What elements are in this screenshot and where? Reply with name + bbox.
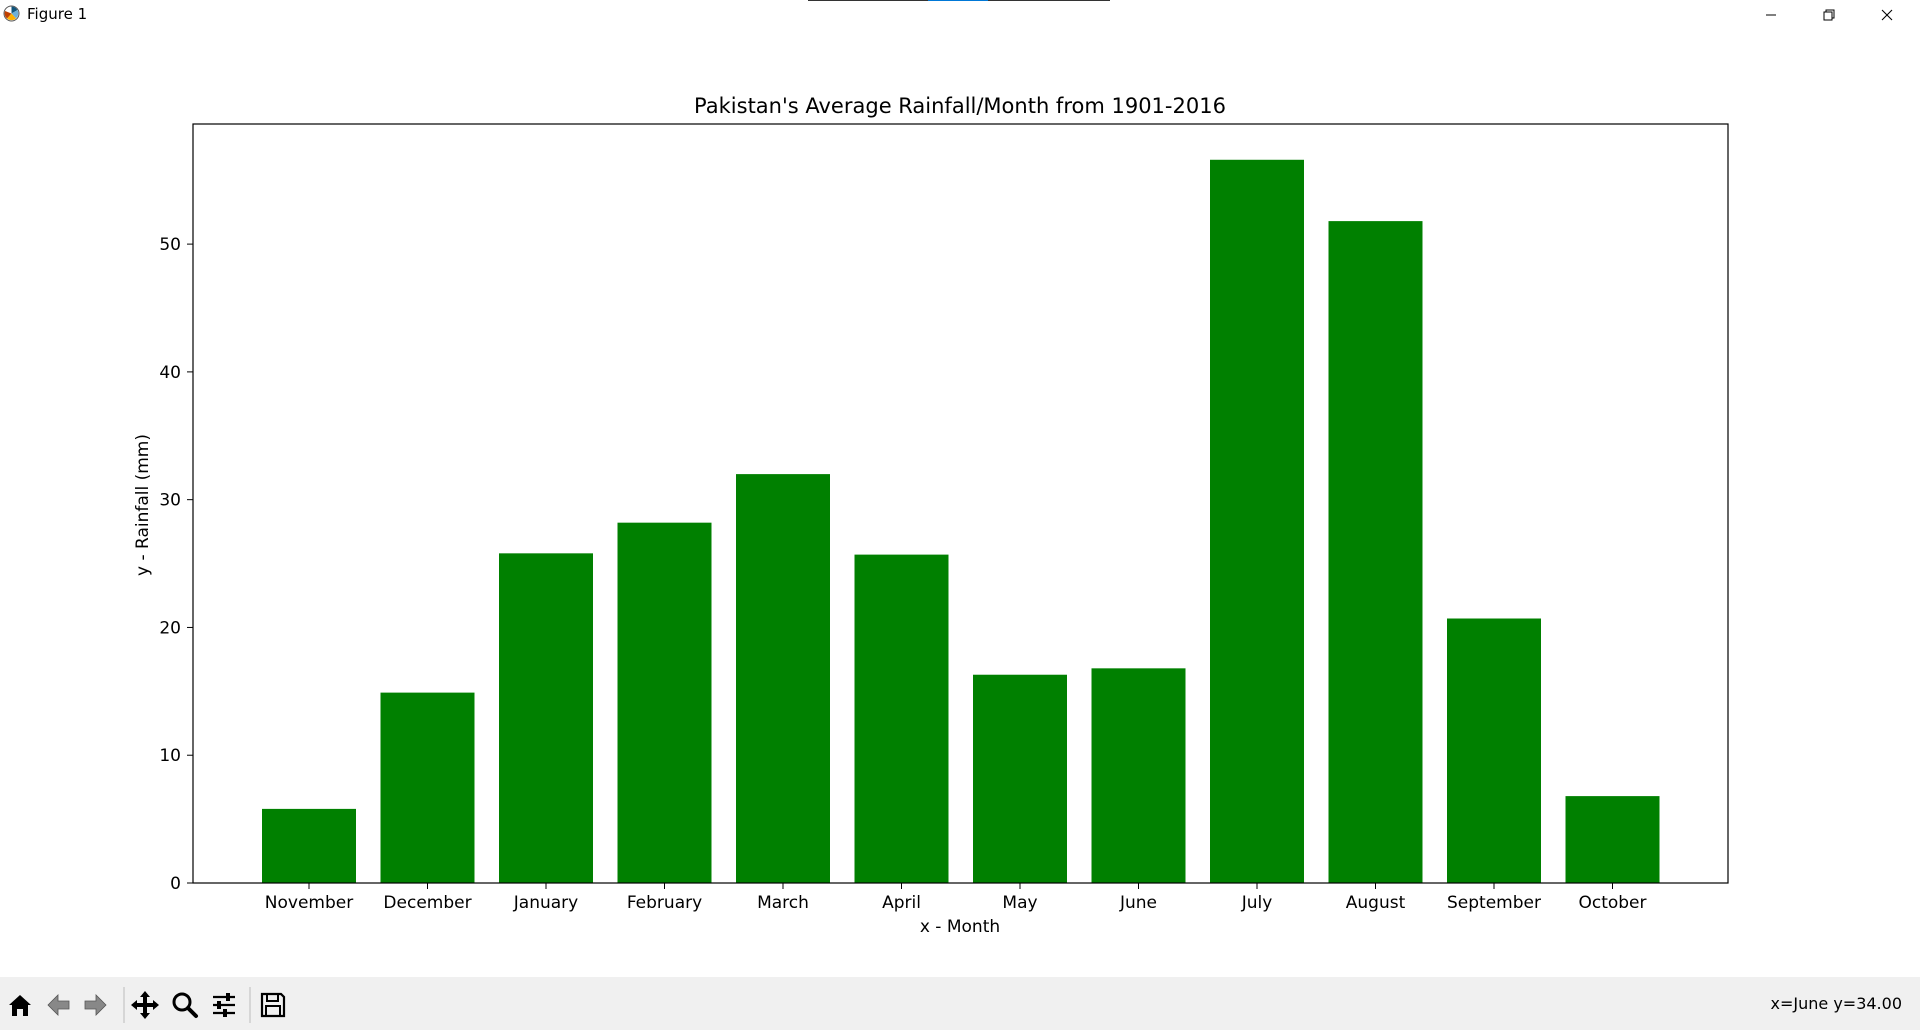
x-axis-ticks: November December January February March Apri… — [265, 883, 1647, 913]
save-icon — [260, 992, 286, 1018]
x-tick-label: July — [1241, 893, 1273, 913]
x-axis-label: x - Month — [920, 917, 1000, 937]
save-button[interactable] — [256, 988, 290, 1022]
matplotlib-icon — [3, 5, 20, 22]
cursor-coordinates: x=June y=34.00 — [1770, 994, 1902, 1013]
x-tick-label: November — [265, 893, 353, 913]
navigation-toolbar: x=June y=34.00 — [0, 977, 1920, 1030]
toolbar-separator — [249, 987, 251, 1023]
y-tick-label: 10 — [159, 746, 181, 766]
bar-june — [1091, 668, 1186, 883]
y-tick-label: 0 — [170, 874, 181, 894]
chart-title: Pakistan's Average Rainfall/Month from 1… — [694, 94, 1226, 118]
sliders-icon — [213, 993, 235, 1017]
zoom-icon — [172, 992, 198, 1018]
bar-march — [736, 474, 830, 883]
y-tick-label: 30 — [159, 491, 181, 511]
title-accent-highlight — [928, 0, 988, 1]
bar-february — [617, 522, 712, 883]
y-axis-ticks: 0 10 20 30 40 50 — [159, 235, 193, 894]
bar-chart: Pakistan's Average Rainfall/Month from 1… — [133, 94, 1729, 937]
configure-subplots-button[interactable] — [207, 988, 241, 1022]
x-tick-label: June — [1119, 893, 1157, 913]
x-tick-label: September — [1447, 893, 1541, 913]
x-tick-label: March — [757, 893, 809, 913]
zoom-button[interactable] — [168, 988, 202, 1022]
x-tick-label: October — [1578, 893, 1646, 913]
minimize-button[interactable] — [1742, 0, 1800, 30]
bar-april — [854, 554, 949, 883]
y-tick-label: 40 — [159, 363, 181, 383]
close-icon — [1881, 9, 1893, 21]
home-icon — [9, 995, 31, 1016]
window-title: Figure 1 — [27, 5, 88, 23]
bar-january — [499, 553, 593, 883]
figure-canvas[interactable]: Pakistan's Average Rainfall/Month from 1… — [0, 30, 1920, 977]
move-icon — [131, 991, 159, 1019]
x-tick-label: August — [1346, 893, 1406, 913]
bar-december — [380, 692, 475, 883]
bars-layer — [262, 159, 1660, 884]
y-tick-label: 50 — [159, 235, 181, 255]
bar-october — [1565, 796, 1660, 883]
bar-august — [1328, 221, 1423, 884]
y-tick-label: 20 — [159, 618, 181, 638]
bar-may — [973, 674, 1067, 883]
maximize-button[interactable] — [1800, 0, 1858, 30]
forward-button[interactable] — [79, 988, 113, 1022]
x-tick-label: February — [627, 893, 702, 913]
bar-september — [1447, 618, 1541, 883]
restore-icon — [1823, 9, 1835, 21]
y-axis-label: y - Rainfall (mm) — [133, 434, 153, 576]
bar-july — [1210, 159, 1304, 883]
title-bar: Figure 1 — [0, 0, 1920, 30]
home-button[interactable] — [3, 988, 37, 1022]
x-tick-label: December — [383, 893, 471, 913]
minimize-icon — [1766, 14, 1776, 16]
back-button[interactable] — [41, 988, 75, 1022]
close-button[interactable] — [1858, 0, 1916, 30]
arrow-left-icon — [47, 994, 70, 1016]
bar-november — [262, 808, 356, 883]
x-tick-label: January — [513, 893, 578, 913]
arrow-right-icon — [84, 994, 107, 1016]
x-tick-label: May — [1002, 893, 1037, 913]
x-tick-label: April — [882, 893, 921, 913]
toolbar-separator — [123, 987, 125, 1023]
pan-button[interactable] — [128, 988, 162, 1022]
plot-area-frame — [192, 123, 1729, 884]
